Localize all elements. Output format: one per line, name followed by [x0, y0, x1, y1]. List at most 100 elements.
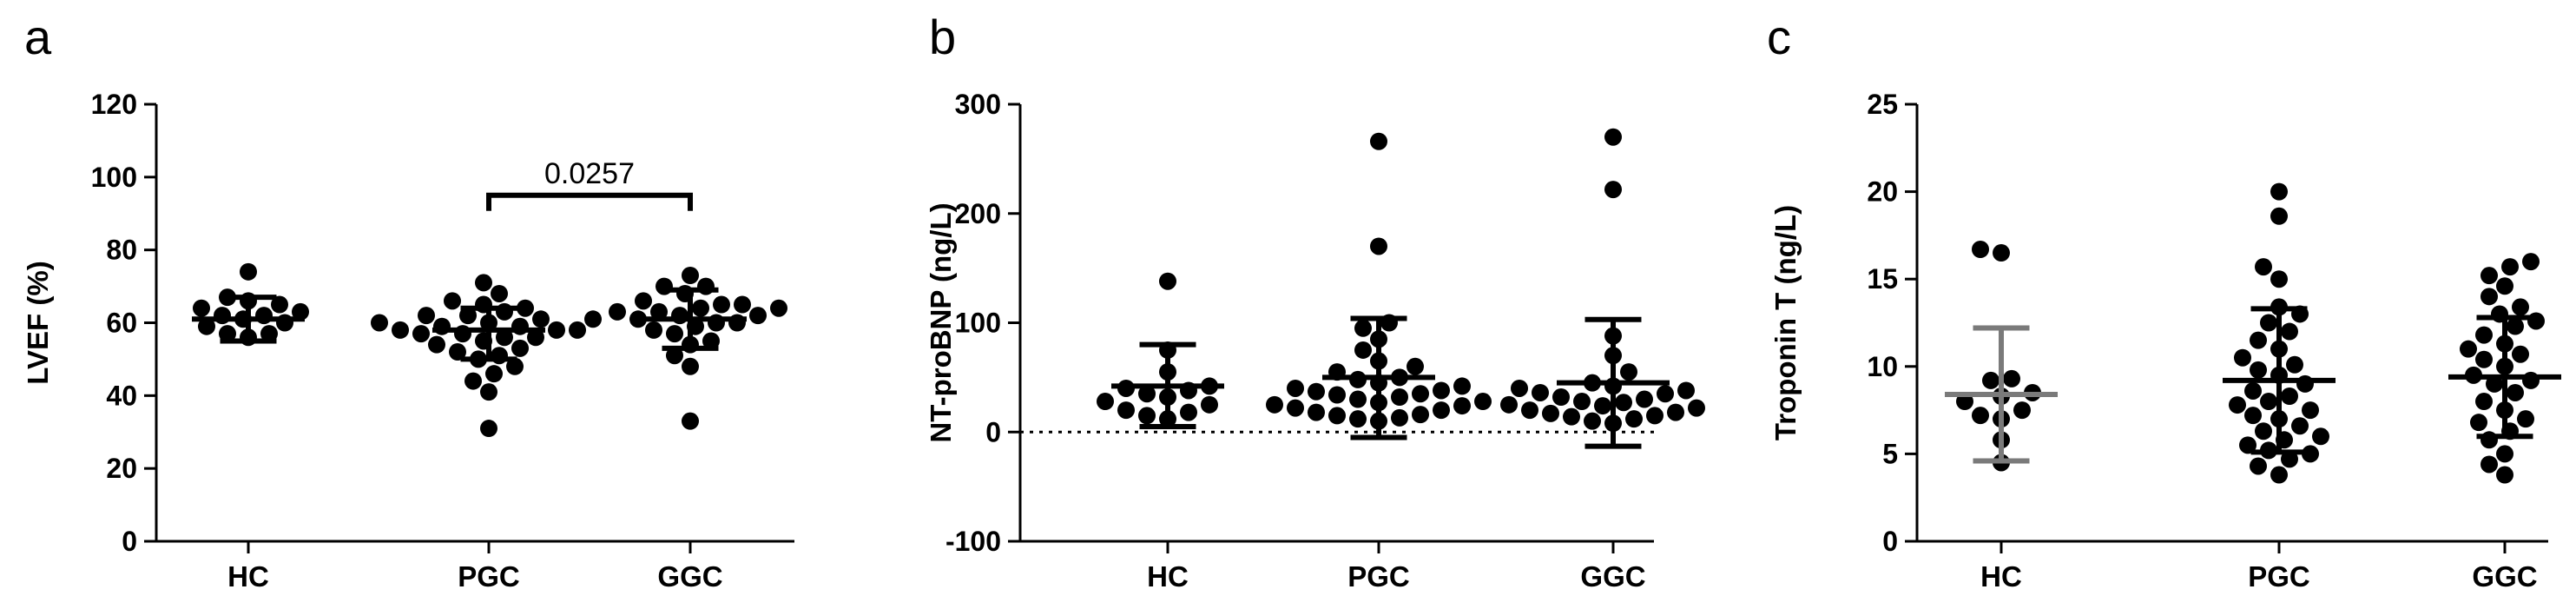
y-tick-label: 20	[106, 453, 137, 484]
data-point	[1584, 412, 1601, 430]
data-point	[1500, 395, 1518, 414]
data-point	[511, 339, 529, 357]
data-point	[2460, 340, 2477, 358]
data-point	[1646, 407, 1664, 425]
data-point	[2003, 369, 2020, 387]
significance-bracket	[486, 192, 693, 211]
data-point	[1138, 407, 1156, 425]
data-point	[2270, 207, 2288, 225]
y-axis-title: NT-proBNP (ng/L)	[925, 202, 957, 442]
y-tick-label: 15	[1867, 263, 1898, 295]
data-point	[1636, 390, 1653, 408]
data-point	[271, 295, 288, 314]
data-point	[1604, 128, 1622, 146]
data-point	[418, 307, 435, 325]
data-point	[2475, 326, 2493, 344]
data-point	[2507, 383, 2524, 401]
data-point	[260, 325, 278, 343]
data-point	[1657, 385, 1674, 403]
data-point	[2312, 427, 2329, 446]
y-tick-label: -100	[945, 526, 1001, 557]
y-tick-label: 5	[1882, 438, 1898, 469]
data-point	[1138, 385, 1156, 403]
data-point	[2270, 270, 2288, 288]
data-point	[240, 262, 257, 281]
data-point	[2507, 317, 2524, 335]
panel-letter: b	[929, 10, 956, 64]
data-point	[532, 310, 550, 328]
data-point	[292, 302, 309, 321]
data-point	[2255, 258, 2272, 276]
data-point	[496, 328, 513, 347]
data-point	[584, 310, 602, 328]
data-point	[2260, 314, 2277, 332]
data-point	[2302, 401, 2319, 420]
data-point	[702, 332, 720, 350]
data-point	[1594, 397, 1611, 415]
y-tick-label: 40	[106, 380, 137, 411]
data-point	[650, 302, 668, 321]
data-point	[2270, 466, 2288, 484]
y-tick-label: 0	[1882, 526, 1898, 557]
data-point	[2244, 407, 2262, 425]
data-point	[734, 295, 751, 314]
data-point	[692, 299, 709, 317]
data-point	[2281, 450, 2298, 468]
x-tick-label: GGC	[1580, 560, 1645, 593]
data-point	[1370, 132, 1387, 150]
data-point	[1453, 377, 1471, 395]
data-point	[506, 357, 524, 375]
data-point	[1266, 395, 1283, 414]
data-point	[713, 295, 730, 314]
data-point	[1412, 406, 1429, 424]
data-point	[1615, 394, 1632, 412]
data-point	[1391, 408, 1408, 427]
data-point	[1993, 244, 2010, 262]
data-point	[2250, 457, 2267, 475]
y-tick-label: 100	[955, 308, 1001, 339]
data-point	[485, 365, 503, 383]
data-point	[2244, 381, 2262, 400]
data-point	[1532, 383, 1549, 401]
data-point	[449, 343, 466, 361]
data-point	[1521, 401, 1538, 420]
data-point	[1349, 390, 1367, 408]
data-point	[682, 412, 699, 430]
data-point	[2475, 350, 2493, 368]
data-point	[480, 383, 497, 401]
data-point	[2239, 436, 2256, 454]
data-point	[666, 347, 683, 365]
data-point	[517, 299, 534, 317]
data-point	[2512, 345, 2529, 363]
data-point	[475, 274, 492, 292]
data-point	[412, 325, 430, 343]
data-point	[635, 292, 652, 310]
data-point	[2475, 393, 2493, 411]
data-point	[1563, 407, 1580, 426]
y-tick-label: 10	[1867, 351, 1898, 382]
x-tick-label: HC	[227, 560, 269, 593]
y-tick-label: 300	[955, 89, 1001, 120]
data-point	[1328, 386, 1346, 404]
data-point	[2255, 422, 2272, 440]
data-point	[1370, 237, 1387, 255]
data-point	[2512, 298, 2529, 316]
data-point	[2234, 348, 2251, 367]
data-point	[2501, 258, 2519, 276]
data-point	[1354, 319, 1372, 337]
data-point	[1972, 407, 1989, 425]
data-point	[459, 307, 477, 325]
data-point	[1097, 393, 1114, 411]
p-value-label: 0.0257	[544, 157, 635, 190]
data-point	[1407, 357, 1424, 375]
data-point	[2486, 374, 2503, 393]
data-point	[2281, 322, 2298, 341]
data-point	[645, 321, 662, 339]
x-tick-label: PGC	[458, 560, 520, 593]
data-point	[1180, 403, 1197, 421]
data-point	[428, 335, 445, 354]
y-tick-label: 200	[955, 198, 1001, 229]
data-point	[1287, 379, 1304, 397]
data-point	[2013, 401, 2031, 420]
data-point	[2496, 445, 2513, 463]
